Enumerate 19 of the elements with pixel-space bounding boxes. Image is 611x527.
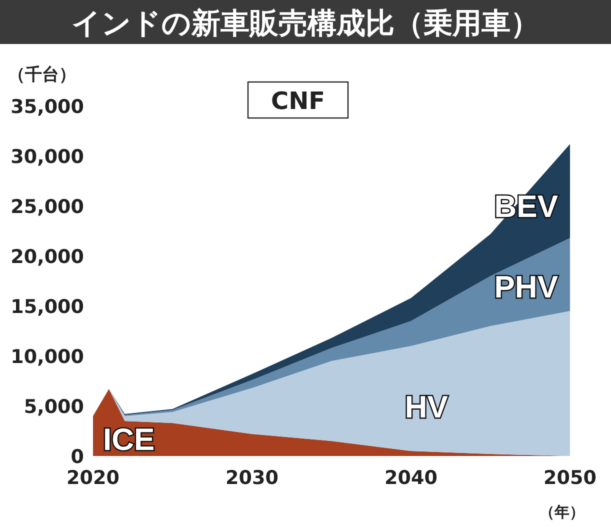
- y-tick-label: 10,000: [10, 346, 84, 368]
- y-axis-title: （千台）: [8, 65, 76, 85]
- x-axis-title: （年）: [540, 503, 584, 521]
- y-tick-label: 30,000: [10, 146, 84, 168]
- y-tick-label: 35,000: [10, 96, 84, 118]
- x-tick-label: 2020: [66, 467, 120, 489]
- series-label: ICE: [103, 422, 155, 457]
- y-tick-label: 0: [70, 446, 84, 468]
- series-label: PHV: [494, 269, 558, 304]
- x-tick-label: 2040: [384, 467, 438, 489]
- y-tick-label: 15,000: [10, 296, 84, 318]
- series-label: HV: [404, 389, 448, 424]
- x-tick-label: 2050: [544, 467, 596, 489]
- y-tick-label: 5,000: [24, 396, 84, 418]
- y-tick-label: 25,000: [10, 196, 84, 218]
- y-tick-label: 20,000: [10, 246, 84, 268]
- annotation: CNF: [270, 87, 326, 115]
- x-tick-label: 2030: [226, 467, 278, 489]
- chart-title: インドの新車販売構成比（乗用車）: [72, 6, 540, 40]
